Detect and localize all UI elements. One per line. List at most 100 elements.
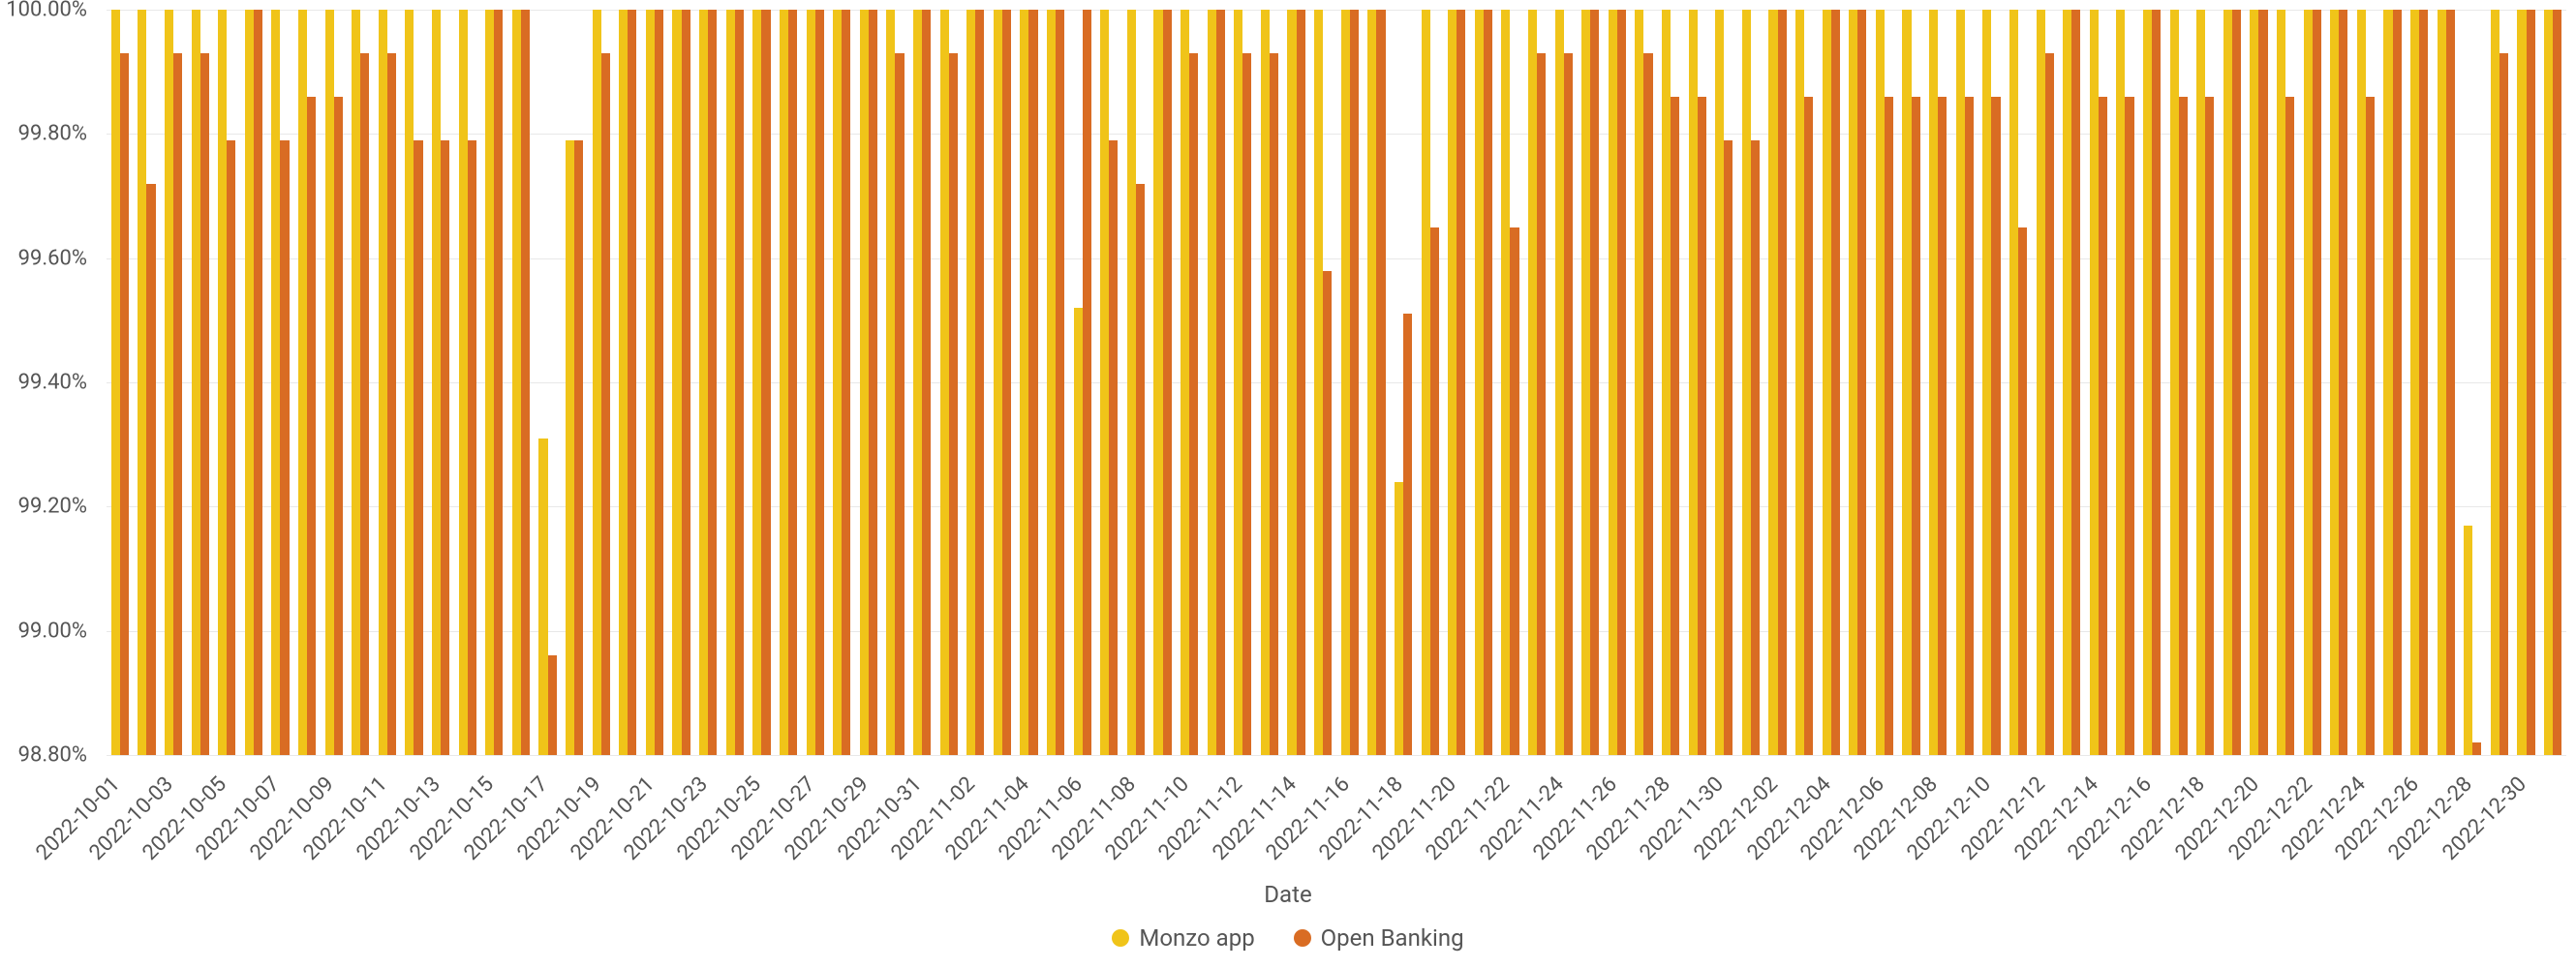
bar-monzo [379, 10, 387, 755]
bar-monzo [2277, 10, 2285, 755]
bar-monzo [2410, 10, 2419, 755]
bar-openbanking [2071, 10, 2080, 755]
bar-openbanking [2099, 97, 2107, 755]
bar-monzo [780, 10, 788, 755]
bar-monzo [726, 10, 735, 755]
x-tick-label: 2022-11-04 [1017, 772, 1034, 790]
bar-group [1417, 10, 1444, 755]
bar-monzo [2517, 10, 2526, 755]
bar-group [1737, 10, 1764, 755]
bar-group [347, 10, 374, 755]
bar-monzo [672, 10, 681, 755]
bar-openbanking [1216, 10, 1225, 755]
x-tick-label: 2022-12-02 [1765, 772, 1783, 790]
x-tick-label: 2022-11-26 [1605, 772, 1622, 790]
bar-group [1230, 10, 1257, 755]
bar-group [1684, 10, 1711, 755]
y-tick-label: 98.80% [0, 743, 97, 768]
legend-label-monzo: Monzo app [1139, 924, 1254, 952]
bar-group [1764, 10, 1792, 755]
bar-group [2085, 10, 2112, 755]
x-tick-label: 2022-10-27 [803, 772, 820, 790]
x-tick-label: 2022-11-06 [1070, 772, 1088, 790]
bar-openbanking [2446, 10, 2455, 755]
bar-openbanking [2472, 742, 2481, 755]
bar-openbanking [2018, 227, 2027, 755]
bar-openbanking [200, 53, 209, 755]
bar-openbanking [494, 10, 503, 755]
bar-group [1791, 10, 1818, 755]
bar-group [2406, 10, 2433, 755]
bar-group [2379, 10, 2407, 755]
bar-openbanking [1189, 53, 1198, 755]
bar-group [1069, 10, 1096, 755]
bar-openbanking [1751, 140, 1760, 755]
bar-group [855, 10, 882, 755]
bar-group [1497, 10, 1524, 755]
bar-group [802, 10, 829, 755]
bar-monzo [1662, 10, 1671, 755]
bar-openbanking [655, 10, 663, 755]
bar-group [454, 10, 481, 755]
bar-openbanking [1537, 53, 1546, 755]
bar-monzo [2116, 10, 2125, 755]
x-tick-label: 2022-11-08 [1123, 772, 1141, 790]
bar-monzo [2438, 10, 2446, 755]
bar-monzo [1448, 10, 1457, 755]
bar-openbanking [2366, 97, 2375, 755]
x-tick-label: 2022-10-03 [161, 772, 178, 790]
bar-group [1256, 10, 1283, 755]
bar-monzo [994, 10, 1002, 755]
bar-group [694, 10, 721, 755]
bar-monzo [886, 10, 895, 755]
bar-monzo [1823, 10, 1831, 755]
x-tick-label: 2022-10-13 [428, 772, 445, 790]
bar-openbanking [1831, 10, 1840, 755]
bar-monzo [298, 10, 307, 755]
bar-group [668, 10, 695, 755]
x-tick-label: 2022-12-30 [2514, 772, 2531, 790]
bar-monzo [1581, 10, 1590, 755]
bar-monzo [1395, 482, 1403, 755]
bar-group [1470, 10, 1497, 755]
x-tick-label: 2022-11-28 [1658, 772, 1675, 790]
bar-monzo [619, 10, 628, 755]
bar-monzo [405, 10, 414, 755]
bar-group [1042, 10, 1069, 755]
bar-group [293, 10, 321, 755]
bar-monzo [2063, 10, 2071, 755]
bar-group [2058, 10, 2085, 755]
bar-group [1631, 10, 1658, 755]
bar-openbanking [1136, 184, 1145, 755]
bar-group [427, 10, 454, 755]
bar-monzo [1153, 10, 1162, 755]
bar-monzo [646, 10, 655, 755]
bar-monzo [1287, 10, 1296, 755]
bar-monzo [1100, 10, 1109, 755]
bar-group [1845, 10, 1872, 755]
bar-openbanking [1056, 10, 1064, 755]
bar-openbanking [2125, 97, 2133, 755]
bars-layer [107, 10, 2566, 755]
bar-monzo [1367, 10, 1376, 755]
bar-openbanking [1564, 53, 1573, 755]
bar-openbanking [869, 10, 877, 755]
x-tick-label: 2022-12-08 [1925, 772, 1943, 790]
bar-monzo [218, 10, 227, 755]
bar-group [2539, 10, 2566, 755]
bar-monzo [1208, 10, 1216, 755]
bar-openbanking [949, 53, 958, 755]
bar-group [935, 10, 963, 755]
bar-group [1577, 10, 1604, 755]
bar-openbanking [1484, 10, 1492, 755]
bar-group [1364, 10, 1391, 755]
uptime-bar-chart: 98.80%99.00%99.20%99.40%99.60%99.80%100.… [0, 0, 2576, 968]
bar-group [1390, 10, 1417, 755]
bar-group [641, 10, 668, 755]
bar-group [989, 10, 1016, 755]
x-tick-label: 2022-10-31 [909, 772, 927, 790]
bar-group [1978, 10, 2006, 755]
bar-monzo [833, 10, 842, 755]
bar-monzo [432, 10, 441, 755]
bar-openbanking [2553, 10, 2561, 755]
